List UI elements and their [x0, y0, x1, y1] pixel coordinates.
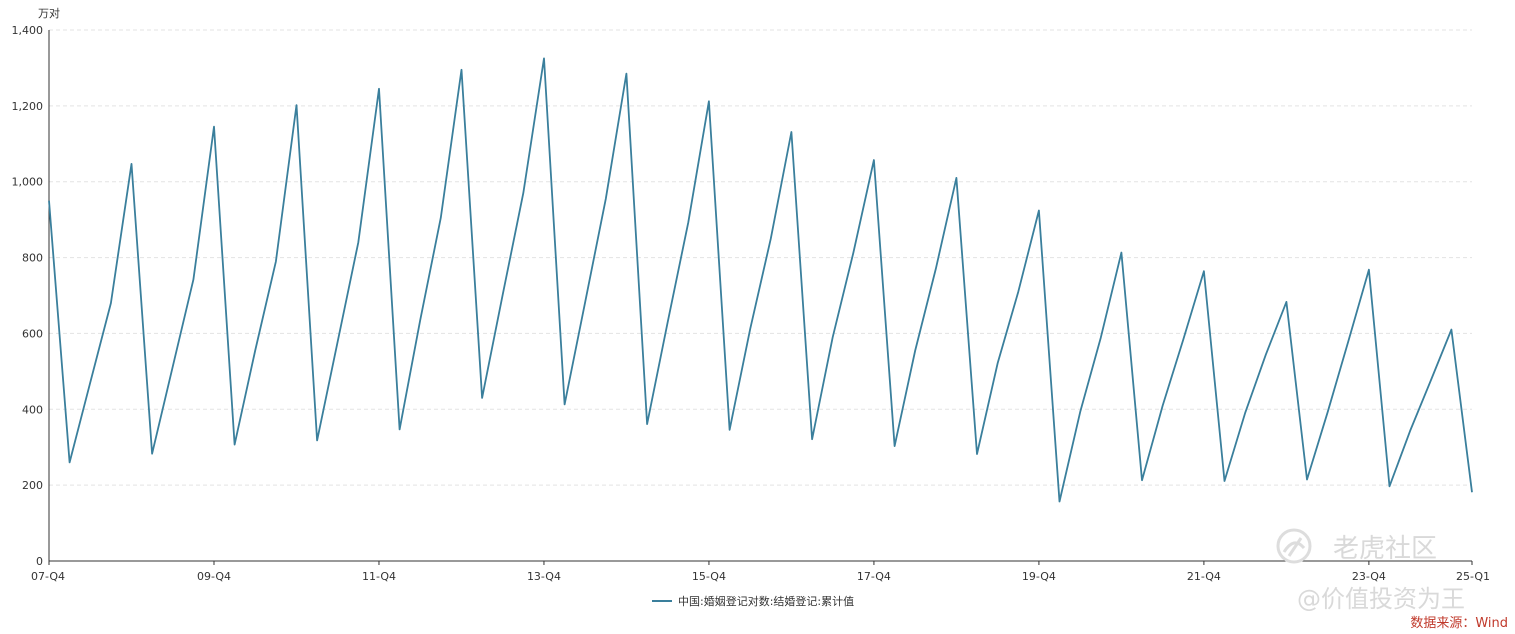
legend-label: 中国:婚姻登记对数:结婚登记:累计值	[678, 594, 854, 608]
x-tick-label: 21-Q4	[1187, 570, 1221, 583]
y-tick-label: 200	[22, 479, 43, 492]
watermark-logo-mark	[1282, 537, 1306, 557]
x-tick-label: 07-Q4	[31, 570, 65, 583]
x-tick-label: 11-Q4	[362, 570, 396, 583]
y-tick-label: 400	[22, 403, 43, 416]
x-tick-label: 15-Q4	[692, 570, 726, 583]
x-tick-label: 25-Q1	[1456, 570, 1490, 583]
watermark-brand: 老虎社区	[1333, 534, 1437, 564]
y-tick-labels: 0 200 400 600 800 1,000 1,200 1,400	[12, 24, 44, 568]
watermark: 老虎社区 @价值投资为王	[1276, 528, 1465, 613]
x-tick-label: 23-Q4	[1352, 570, 1386, 583]
watermark-account: @价值投资为王	[1297, 585, 1465, 613]
y-tick-label: 1,000	[12, 176, 44, 189]
watermark-logo-icon	[1276, 528, 1312, 564]
legend[interactable]: 中国:婚姻登记对数:结婚登记:累计值	[652, 594, 854, 608]
x-tick-label: 13-Q4	[527, 570, 561, 583]
y-tick-label: 800	[22, 252, 43, 265]
y-tick-label: 1,200	[12, 100, 44, 113]
series-line-marriage-registrations[interactable]	[48, 57, 1473, 503]
x-tick-label: 09-Q4	[197, 570, 231, 583]
y-tick-label: 1,400	[12, 24, 44, 37]
y-tick-label: 600	[22, 327, 43, 340]
source-note-text: 数据来源：Wind	[1410, 616, 1508, 631]
grid-lines	[49, 29, 1472, 486]
y-axis-unit: 万对	[38, 6, 60, 20]
series-group	[48, 57, 1473, 503]
y-tick-label: 0	[36, 555, 43, 568]
x-tick-label: 17-Q4	[857, 570, 891, 583]
x-tick-labels: 07-Q4 09-Q4 11-Q4 13-Q4 15-Q4 17-Q4 19-Q4 21-Q4…	[31, 561, 1490, 583]
axes	[48, 30, 1472, 562]
x-tick-label: 19-Q4	[1022, 570, 1056, 583]
